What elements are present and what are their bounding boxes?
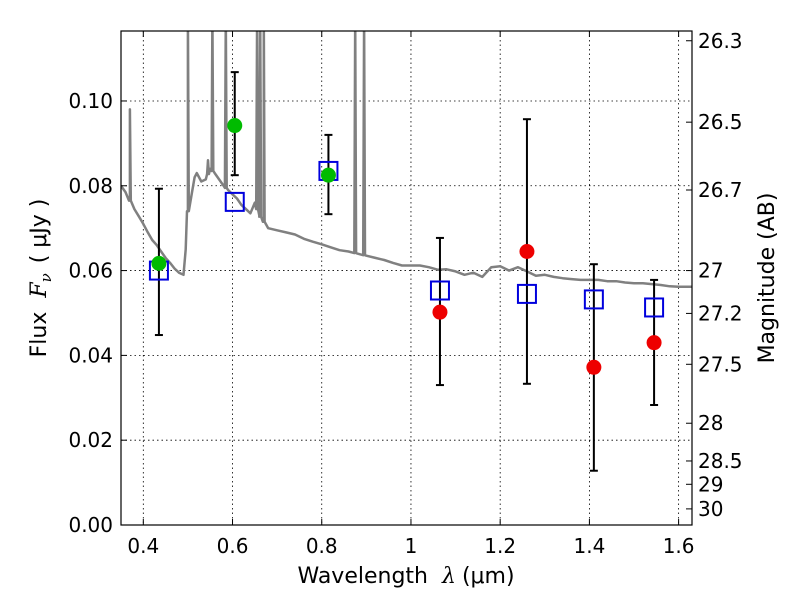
observed-point-green bbox=[227, 118, 243, 134]
observed-point-red bbox=[586, 359, 602, 375]
right-tick-label: 27 bbox=[698, 259, 723, 283]
right-tick-label: 28.5 bbox=[698, 449, 743, 473]
y-tick-label: 0.06 bbox=[68, 259, 113, 283]
observed-point-green bbox=[151, 255, 167, 271]
observed-point-green bbox=[320, 167, 336, 183]
y-axis-label: FluxFν( μJy ) bbox=[27, 199, 55, 358]
model-photometry-point bbox=[516, 283, 537, 304]
right-tick-label: 30 bbox=[698, 497, 723, 521]
model-photometry-point bbox=[644, 297, 665, 318]
grid bbox=[121, 31, 692, 525]
y-tick-label: 0.00 bbox=[68, 513, 113, 537]
observed-point-red bbox=[646, 335, 662, 351]
right-tick-label: 27.2 bbox=[698, 301, 743, 325]
model-spectrum-line bbox=[121, 31, 692, 288]
x-tick-label: 0.8 bbox=[306, 534, 338, 558]
marker-layer bbox=[148, 118, 665, 375]
x-tick-label: 0.4 bbox=[127, 534, 159, 558]
right-tick-label: 29 bbox=[698, 472, 723, 496]
right-tick-label: 26.3 bbox=[698, 29, 743, 53]
y-tick-label: 0.02 bbox=[68, 428, 113, 452]
x-axis-label: Wavelength λ (μm) bbox=[297, 564, 514, 589]
y-tick-label: 0.04 bbox=[68, 343, 113, 367]
model-photometry-point bbox=[429, 280, 450, 301]
y-tick-label: 0.08 bbox=[68, 174, 113, 198]
model-photometry-point bbox=[583, 289, 604, 310]
x-tick-label: 1 bbox=[405, 534, 418, 558]
right-tick-label: 28 bbox=[698, 411, 723, 435]
observed-point-red bbox=[519, 243, 535, 259]
model-photometry-point bbox=[224, 191, 245, 212]
errorbar-layer bbox=[154, 71, 659, 472]
observed-point-red bbox=[432, 304, 448, 320]
x-tick-label: 1.2 bbox=[484, 534, 516, 558]
y-axis-ticks: 0.00 0.02 0.04 0.06 0.08 0.10 bbox=[68, 89, 127, 537]
right-axis-label: Magnitude (AB) bbox=[755, 193, 780, 364]
model-spectrum-layer bbox=[121, 31, 692, 288]
plot-frame bbox=[120, 30, 693, 526]
right-tick-label: 27.5 bbox=[698, 352, 743, 376]
right-tick-label: 26.7 bbox=[698, 178, 743, 202]
x-tick-label: 0.6 bbox=[217, 534, 249, 558]
right-tick-label: 26.5 bbox=[698, 110, 743, 134]
x-axis-ticks: 0.4 0.6 0.8 1 1.2 1.4 1.6 bbox=[127, 31, 695, 558]
x-tick-label: 1.4 bbox=[573, 534, 605, 558]
x-tick-label: 1.6 bbox=[663, 534, 695, 558]
y-tick-label: 0.10 bbox=[68, 89, 113, 113]
plot-area bbox=[121, 31, 692, 472]
